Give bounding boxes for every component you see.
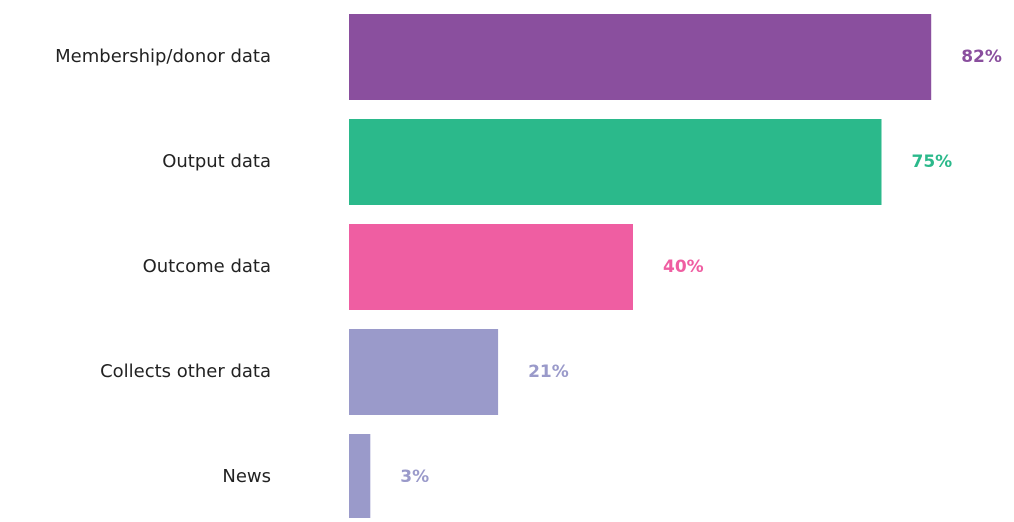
- category-label: Output data: [162, 151, 271, 172]
- value-label: 75%: [912, 152, 953, 172]
- bar: [349, 119, 882, 205]
- value-label: 82%: [961, 47, 1002, 67]
- category-label: Collects other data: [100, 361, 271, 382]
- category-label: News: [222, 466, 271, 487]
- value-label: 40%: [663, 257, 704, 277]
- category-label: Membership/donor data: [55, 46, 271, 67]
- bar: [349, 434, 371, 520]
- bar: [349, 14, 932, 100]
- value-label: 3%: [400, 467, 429, 487]
- value-label: 21%: [528, 362, 569, 382]
- category-label: Outcome data: [143, 256, 271, 277]
- bar: [349, 329, 499, 415]
- bar: [349, 224, 633, 310]
